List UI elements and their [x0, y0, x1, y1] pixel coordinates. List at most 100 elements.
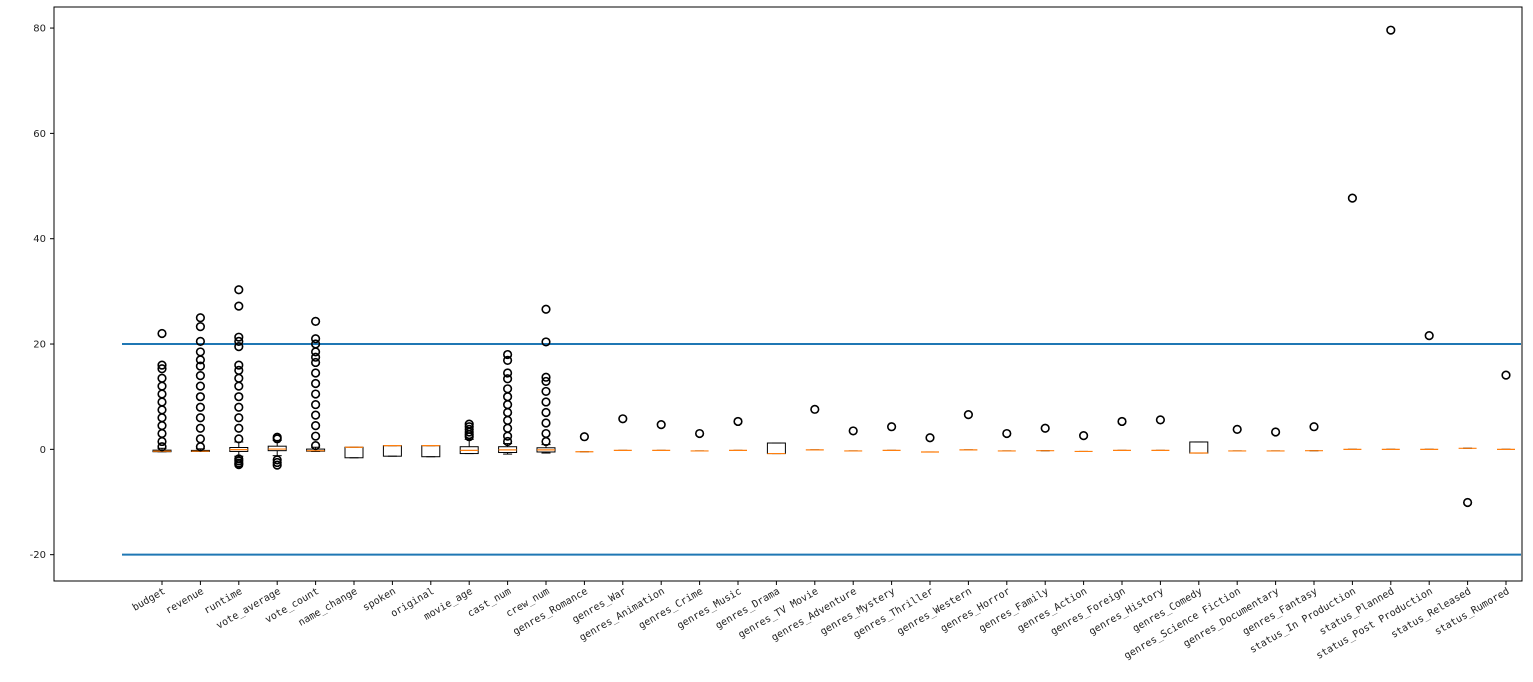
flier-point [195, 423, 205, 433]
flier-point [733, 416, 743, 427]
box-vote-count [306, 316, 326, 452]
flier-point [157, 397, 167, 407]
flier-point [157, 360, 167, 370]
flier-point [234, 402, 244, 412]
flier-point [503, 368, 513, 378]
flier-point [810, 404, 820, 414]
box-body [1189, 441, 1209, 454]
flier-point [963, 409, 974, 420]
flier-point [541, 304, 551, 314]
flier-point [1386, 25, 1396, 35]
flier-point [234, 301, 244, 311]
flier-point [503, 399, 513, 410]
flier-point [579, 432, 590, 442]
flier-point [195, 402, 205, 412]
flier-point [1462, 497, 1473, 508]
box-name-change [344, 446, 364, 459]
box-runtime [229, 285, 249, 470]
box-genres-drama [766, 442, 786, 455]
axes [53, 6, 1523, 582]
flier-point [157, 373, 167, 383]
box-body [421, 445, 441, 458]
flier-point [272, 457, 282, 468]
flier-point [503, 407, 513, 418]
x-tick-label: genres_Music [675, 586, 743, 632]
flier-point [1002, 428, 1012, 439]
flier-point [1309, 422, 1319, 432]
box-genres-adventure [844, 426, 863, 452]
y-tick-label: 40 [33, 234, 46, 245]
box-genres-western [959, 409, 978, 451]
flier-point [157, 413, 167, 423]
flier-point [503, 423, 513, 433]
x-tick-label: vote_average [215, 586, 283, 632]
box-genres-action [1074, 431, 1093, 453]
flier-point [311, 357, 321, 368]
flier-point [503, 415, 513, 425]
flier-point [541, 376, 551, 387]
flier-point [311, 431, 321, 441]
flier-point [234, 332, 244, 342]
box-movie-age [459, 419, 479, 455]
x-tick-label: genres_Crime [637, 586, 705, 632]
flier-point [234, 413, 244, 423]
flier-point [195, 322, 205, 332]
flier-point [234, 381, 244, 391]
flier-point [195, 371, 205, 381]
box-genres-thriller [921, 433, 939, 453]
flier-point [195, 336, 205, 346]
flier-point [464, 427, 474, 437]
box-body [766, 442, 786, 455]
flier-point [1270, 427, 1281, 437]
x-tick-label: budget [131, 586, 168, 614]
flier-point [541, 337, 551, 347]
flier-point [503, 392, 513, 402]
box-genres-comedy [1189, 441, 1209, 454]
box-body [267, 445, 287, 452]
box-status-rumored [1497, 370, 1515, 450]
flier-point [311, 334, 321, 344]
flier-point [311, 378, 321, 389]
flier-point [234, 285, 244, 295]
flier-point [272, 460, 282, 470]
flier-point [503, 436, 513, 447]
box-body [344, 446, 364, 459]
flier-point [195, 347, 205, 357]
box-budget [152, 328, 172, 453]
flier-point [464, 432, 474, 442]
flier-point [195, 361, 205, 371]
flier-point [272, 434, 282, 444]
flier-point [157, 442, 167, 452]
flier-point [234, 342, 244, 352]
box-genres-tv-movie [805, 404, 824, 451]
flier-point [195, 381, 205, 391]
flier-point [541, 428, 551, 439]
box-vote-average [267, 432, 287, 470]
box-revenue [190, 313, 210, 452]
flier-point [195, 413, 205, 423]
flier-point [1155, 415, 1165, 425]
flier-point [195, 313, 205, 323]
box-genres-family [1036, 423, 1055, 452]
y-axis-ticks: -20 0 20 40 60 80 [30, 24, 54, 561]
flier-point [157, 436, 167, 447]
flier-point [541, 397, 551, 407]
flier-point [234, 360, 244, 370]
flier-point [541, 407, 551, 418]
flier-point [157, 328, 167, 339]
reference-lines [122, 343, 1521, 556]
flier-point [195, 392, 205, 402]
x-tick-label: revenue [164, 586, 206, 617]
flier-point [234, 423, 244, 433]
flier-point [234, 460, 244, 470]
y-tick-label: 60 [33, 129, 46, 140]
box-genres-war [613, 414, 632, 452]
box-genres-history [1151, 415, 1170, 452]
box-genres-music [729, 416, 747, 452]
flier-point [157, 428, 167, 439]
flier-point [618, 414, 628, 424]
flier-point [1501, 370, 1511, 380]
flier-point [311, 316, 321, 326]
flier-point [1232, 424, 1242, 434]
